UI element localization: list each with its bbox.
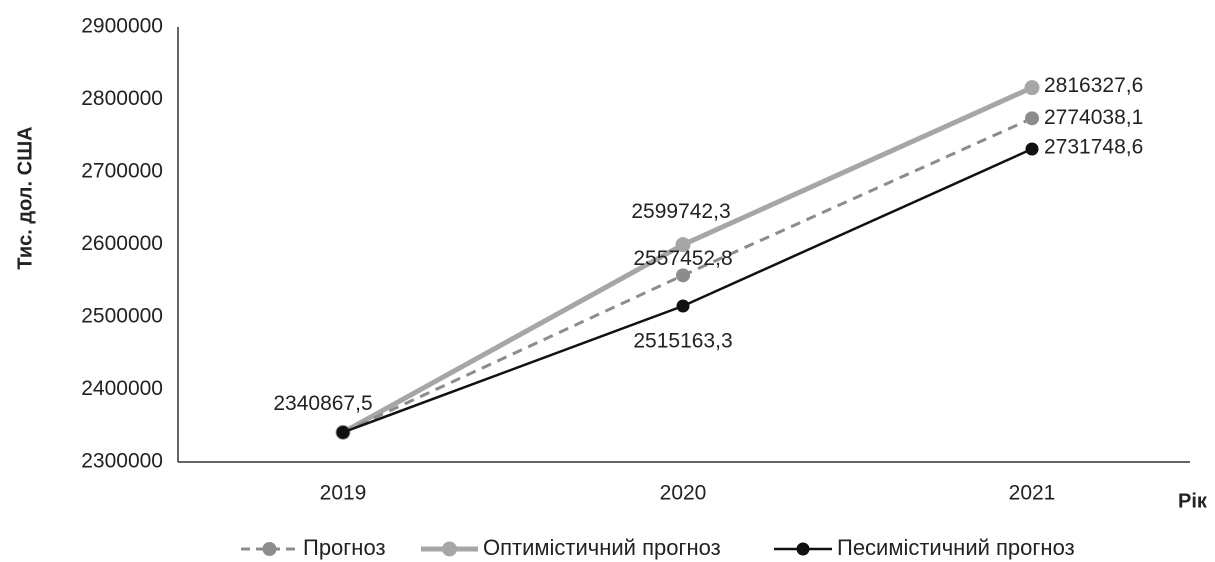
axes (177, 27, 1190, 463)
y-tick-label: 2800000 (81, 87, 163, 110)
y-tick-label: 2700000 (81, 160, 163, 183)
legend-swatch-marker (442, 541, 457, 557)
y-tick-label: 2900000 (81, 15, 163, 38)
data-point (676, 299, 690, 313)
series-line-2 (342, 147, 1033, 434)
x-tick-label: 2019 (320, 482, 367, 505)
data-labels-group: 2340867,5 2557452,8 2774038,1 2599742,3 2816… (273, 74, 1143, 415)
data-point (675, 237, 691, 253)
legend-swatch-marker (796, 542, 810, 556)
data-label: 2515163,3 (633, 330, 732, 353)
y-tick-label: 2500000 (81, 305, 163, 328)
legend-label: Оптимістичний прогноз (483, 535, 721, 560)
data-label: 2557452,8 (633, 247, 732, 270)
data-point (336, 425, 350, 439)
y-tick-labels: 2300000 2400000 2500000 2600000 2700000 28000… (81, 15, 163, 473)
data-point (1024, 80, 1040, 96)
x-axis-title: Рік (1178, 490, 1208, 512)
legend: Прогноз Оптимістичний прогноз Песимістични… (241, 535, 1075, 560)
y-tick-label: 2600000 (81, 232, 163, 255)
x-tick-labels: 2019 2020 2021 (320, 482, 1056, 505)
y-tick-label: 2400000 (81, 377, 163, 400)
legend-label: Прогноз (303, 535, 386, 560)
series-group (335, 80, 1040, 440)
y-axis-title: Тис. дол. США (14, 126, 36, 269)
data-label: 2731748,6 (1044, 136, 1143, 159)
data-label: 2599742,3 (631, 200, 730, 223)
data-point (1025, 142, 1039, 156)
data-label: 2774038,1 (1044, 106, 1143, 129)
data-point (1025, 111, 1039, 126)
y-tick-label: 2300000 (81, 450, 163, 473)
data-label: 2340867,5 (273, 392, 372, 415)
legend-swatch-marker (262, 542, 277, 556)
x-tick-label: 2021 (1009, 482, 1056, 505)
x-tick-label: 2020 (660, 482, 707, 505)
data-point (676, 268, 690, 283)
legend-label: Песимістичний прогноз (837, 535, 1075, 560)
data-label: 2816327,6 (1044, 74, 1143, 97)
